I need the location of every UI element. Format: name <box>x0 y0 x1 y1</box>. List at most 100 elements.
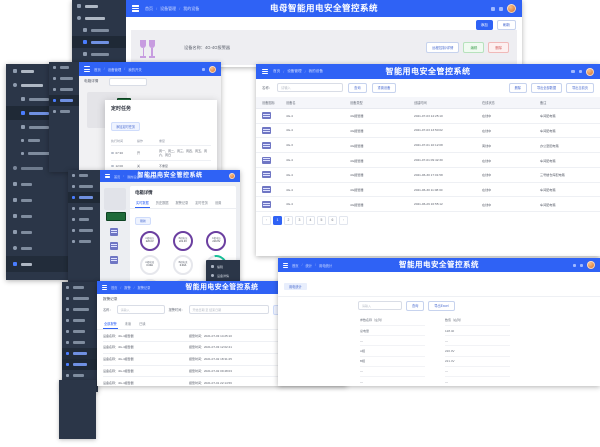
remote-control-button[interactable]: 远程控制/详情 <box>426 42 460 53</box>
refresh-button[interactable]: 刷新 <box>496 20 516 30</box>
sidebar-device[interactable] <box>72 0 126 67</box>
sidebar-item-my-switch[interactable] <box>72 48 126 60</box>
avatar[interactable] <box>586 67 594 76</box>
export-all-button[interactable]: 导出全部数据 <box>530 83 563 93</box>
pagination-prev[interactable]: ‹ <box>262 216 271 226</box>
sidebar-item-my-device[interactable] <box>6 92 139 106</box>
menu-toggle-icon[interactable] <box>84 65 90 72</box>
sidebar-item-my-device[interactable] <box>72 24 126 36</box>
sidebar-item[interactable] <box>68 236 100 247</box>
sidebar-item-help[interactable] <box>6 240 139 256</box>
breadcrumb-item[interactable]: 我的设备 <box>183 5 200 11</box>
search-button[interactable]: 查询 <box>348 83 367 93</box>
sidebar-timer[interactable] <box>49 62 79 172</box>
sidebar-item[interactable] <box>68 170 100 181</box>
bell-icon[interactable] <box>499 6 503 11</box>
sidebar-item[interactable] <box>62 293 98 304</box>
popup-item-edit[interactable]: 编辑 <box>206 262 240 271</box>
pagination-page-2[interactable]: 2 <box>284 216 293 226</box>
fullscreen-icon[interactable] <box>491 6 495 11</box>
sidebar-item-alarm-record[interactable] <box>62 359 98 370</box>
breadcrumb-item[interactable]: 数据监测 <box>146 174 159 179</box>
table-row[interactable]: 4G-4 4G报警器 2021-07-03 14:25:10 在线中 车间配电箱 <box>256 109 600 124</box>
fullscreen-icon[interactable] <box>571 69 575 74</box>
tab-bar[interactable]: 实时数据 历史数据 报警记录 定时任务 设置 <box>130 198 236 209</box>
tab-alarm[interactable]: 报警记录 <box>175 201 189 205</box>
avatar[interactable] <box>229 173 235 179</box>
edit-button[interactable]: 编辑 <box>463 42 485 53</box>
breadcrumb-item[interactable]: 首页 <box>273 69 281 73</box>
search-input[interactable]: 请输入 <box>277 83 344 93</box>
breadcrumb-item[interactable]: 报警 <box>124 286 131 290</box>
add-button[interactable]: 添加 <box>475 20 493 30</box>
sidebar-item[interactable] <box>62 370 98 381</box>
menu-toggle-icon[interactable] <box>102 284 107 291</box>
tab-power-stat[interactable]: 用电统计 <box>284 282 307 291</box>
sidebar-item[interactable] <box>62 315 98 326</box>
pagination-page-5[interactable]: 5 <box>317 216 326 226</box>
tab-history[interactable]: 历史数据 <box>155 201 169 205</box>
breadcrumb-item[interactable]: 首页 <box>145 5 153 11</box>
menu-toggle-icon[interactable] <box>105 173 110 180</box>
breadcrumb-item[interactable]: 我的开关 <box>128 67 142 72</box>
table-row[interactable]: 4G-4 4G报警器 2021-07-01 09:42:30 在线中 车间配电箱 <box>256 153 600 168</box>
sidebar-item[interactable] <box>49 106 79 117</box>
pagination-page-3[interactable]: 3 <box>295 216 304 226</box>
menu-toggle-icon[interactable] <box>283 262 288 269</box>
pagination-next[interactable]: › <box>339 216 348 226</box>
pagination[interactable]: ‹ 1 2 3 4 5 6 › <box>256 212 600 229</box>
refresh-button[interactable]: 刷新 <box>135 216 152 226</box>
sidebar-item-device-group[interactable] <box>6 147 139 160</box>
sidebar-item[interactable] <box>49 73 79 84</box>
export-excel-button[interactable]: 导出Excel <box>428 301 455 311</box>
tab-realtime[interactable]: 实时数据 <box>135 198 150 208</box>
popup-item-detail[interactable]: 设备详情 <box>206 271 240 280</box>
sidebar-item-scene[interactable] <box>6 134 139 147</box>
sidebar-item-logs[interactable] <box>6 208 139 224</box>
breadcrumb-item[interactable]: 用电统计 <box>319 263 333 268</box>
sidebar-strip-b[interactable] <box>62 282 98 392</box>
pagination-page-4[interactable]: 4 <box>306 216 315 226</box>
breadcrumb-item[interactable]: 首页 <box>94 67 101 72</box>
menu-toggle-icon[interactable] <box>132 4 139 13</box>
table-row[interactable]: 4G-4 4G报警器 2021-06-30 11:08:30 在线中 车间配电箱 <box>256 183 600 198</box>
sidebar-item-device-management[interactable] <box>72 12 126 24</box>
breadcrumb-item[interactable]: 设备管理 <box>107 67 122 72</box>
breadcrumb-item[interactable]: 我的设备 <box>308 69 323 73</box>
alarm-name-input[interactable]: 请输入 <box>116 305 165 315</box>
breadcrumb-item[interactable]: 首页 <box>114 174 121 179</box>
detail-search-input[interactable]: 请输入 <box>358 301 402 311</box>
table-row[interactable]: 4G-3 4G报警器 2021-07-01 10:12:08 离线中 办公室配电箱 <box>256 138 600 154</box>
tab-bar[interactable]: 用电统计 <box>278 272 600 297</box>
breadcrumb-item[interactable]: 首页 <box>111 286 118 290</box>
sidebar-item-home[interactable] <box>6 64 139 78</box>
table-row[interactable]: 07:30 开 周一、周二、周三、周四、周五、周六、周日 <box>111 146 211 161</box>
sidebar-item[interactable] <box>49 62 79 73</box>
tab-settings[interactable]: 设置 <box>215 201 222 205</box>
sidebar-item[interactable] <box>68 181 100 192</box>
sidebar-item-gateway[interactable] <box>72 36 126 48</box>
breadcrumb-item[interactable]: 设备管理 <box>160 5 177 11</box>
sidebar-item[interactable] <box>68 203 100 214</box>
table-row[interactable]: 4G-4 4G报警器 2021-06-29 16:55:12 在线中 车间配电箱 <box>256 197 600 213</box>
device-card[interactable]: 设备名称：4G-4G报警器 远程控制/详情 编辑 删除 <box>131 30 517 65</box>
breadcrumb-item[interactable]: 首页 <box>292 263 299 268</box>
bell-icon[interactable] <box>580 263 583 267</box>
tab-read[interactable]: 已读 <box>139 321 146 326</box>
sidebar-item[interactable] <box>62 282 98 293</box>
pagination-page-6[interactable]: 6 <box>328 216 337 226</box>
avatar[interactable] <box>587 261 595 269</box>
tab-bar[interactable]: 全部报警 未读 已读 <box>97 319 347 331</box>
sidebar-item[interactable] <box>62 337 98 348</box>
sidebar-item[interactable] <box>62 304 98 315</box>
pagination-page-1[interactable]: 1 <box>273 216 282 226</box>
breadcrumb-item[interactable]: 设备管理 <box>287 69 302 73</box>
export-page-button[interactable]: 导出当前页 <box>566 83 594 93</box>
sidebar-item[interactable] <box>68 225 100 236</box>
delete-button[interactable]: 删除 <box>508 83 527 93</box>
tab-timer[interactable]: 定时任务 <box>195 201 208 205</box>
sidebar-item[interactable] <box>68 214 100 225</box>
sidebar-item-home[interactable] <box>72 0 126 12</box>
sidebar-item-settings[interactable] <box>6 224 139 240</box>
sidebar-item-my-switch[interactable] <box>6 120 139 134</box>
